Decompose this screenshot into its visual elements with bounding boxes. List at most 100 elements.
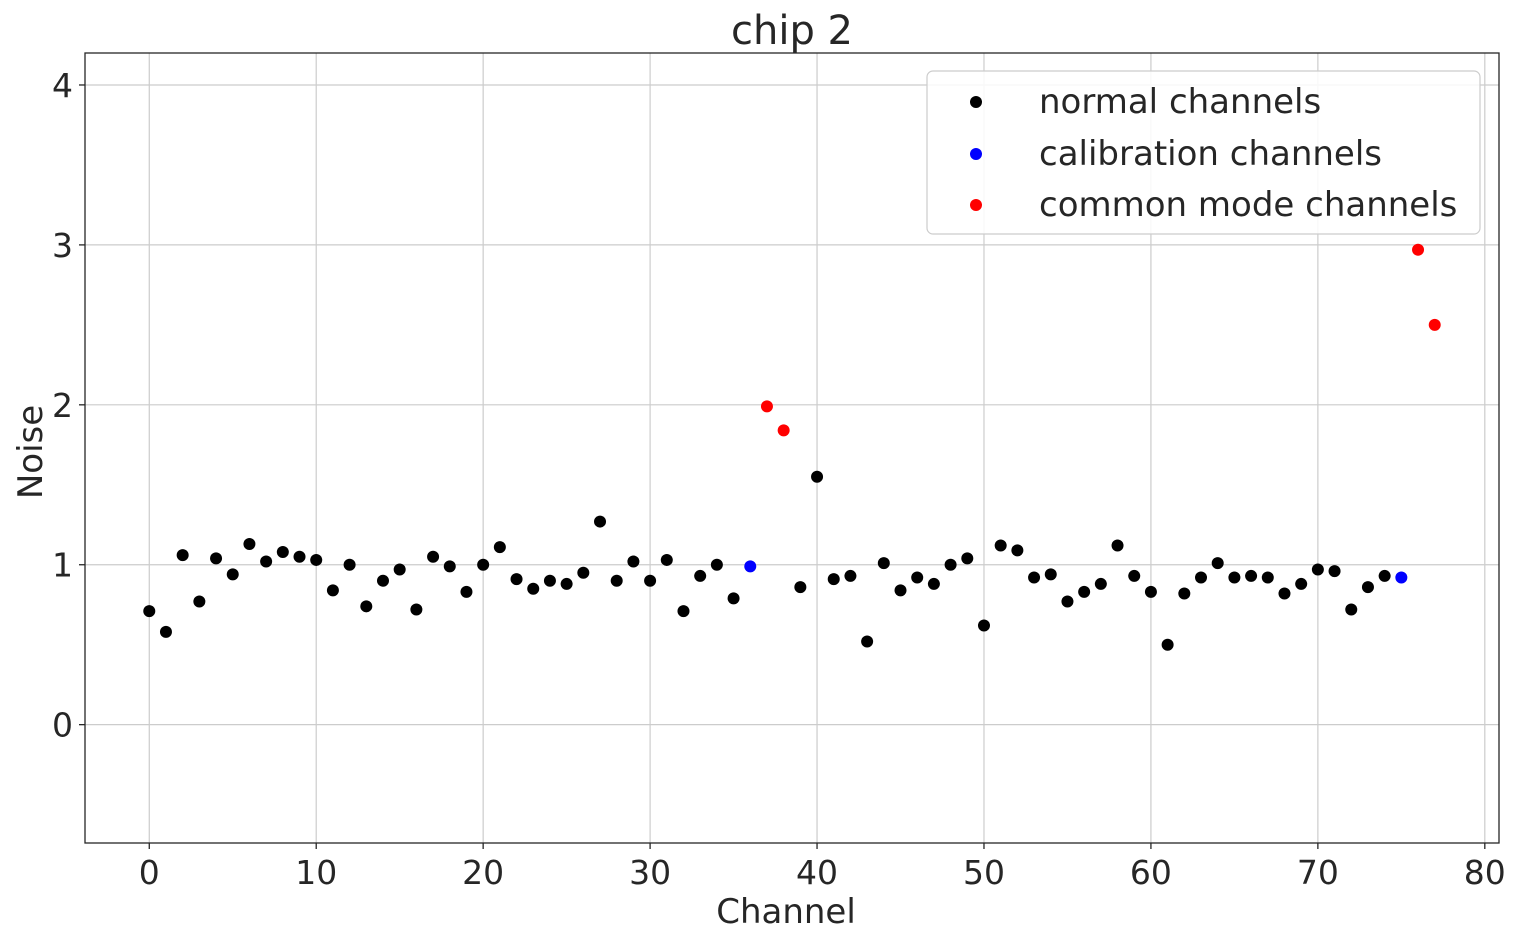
normal-channel-point [1011, 544, 1024, 557]
normal-channel-point [477, 558, 490, 571]
normal-channel-point [460, 585, 473, 598]
normal-channel-point [927, 577, 940, 590]
normal-channel-point [376, 574, 389, 587]
normal-channel-point [1328, 565, 1341, 578]
y-tick-label: 1 [52, 546, 73, 585]
normal-channel-point [560, 577, 573, 590]
normal-channel-point [694, 569, 707, 582]
x-tick-label: 60 [1130, 853, 1172, 892]
normal-channel-point [1211, 557, 1224, 570]
normal-channel-point [159, 625, 172, 638]
normal-channel-point [493, 541, 506, 554]
normal-channel-point [727, 592, 740, 605]
common-mode-channel-point [1412, 243, 1425, 256]
normal-channel-point [310, 553, 323, 566]
legend-box [926, 70, 1481, 235]
normal-channel-point [677, 605, 690, 618]
normal-channel-point [510, 573, 523, 586]
normal-channel-point [143, 605, 156, 618]
calibration-channel-point [744, 560, 757, 573]
normal-channel-point [827, 573, 840, 586]
y-tick-label: 3 [52, 226, 73, 265]
normal-channel-point [627, 555, 640, 568]
x-axis-label: Channel [716, 892, 856, 932]
normal-channel-point [1361, 581, 1374, 594]
y-tick-label: 0 [52, 706, 73, 745]
x-tick-label: 80 [1464, 853, 1506, 892]
x-tick-label: 0 [139, 853, 160, 892]
normal-channel-point [1195, 571, 1208, 584]
common-mode-channel-point [760, 400, 773, 413]
normal-channel-point [176, 549, 189, 562]
common-mode-channel-point [777, 424, 790, 437]
y-tick-label: 4 [52, 66, 73, 105]
normal-channel-point [1028, 571, 1041, 584]
normal-channel-point [1245, 569, 1258, 582]
normal-channel-point [1378, 569, 1391, 582]
normal-channel-point [610, 574, 623, 587]
normal-channel-point [577, 566, 590, 579]
normal-channel-point [226, 568, 239, 581]
normal-channel-point [644, 574, 657, 587]
normal-channel-point [894, 584, 907, 597]
normal-channel-point [1311, 563, 1324, 576]
normal-channel-point [1128, 569, 1141, 582]
x-tick-label: 50 [963, 853, 1005, 892]
calibration-channel-point [1395, 571, 1408, 584]
normal-channel-point [293, 550, 306, 563]
normal-channel-point [343, 558, 356, 571]
legend-label-calibration: calibration channels [1039, 134, 1382, 174]
normal-channel-point [276, 545, 289, 558]
normal-channel-point [944, 558, 957, 571]
normal-channel-point [360, 600, 373, 613]
normal-channel-point [427, 550, 440, 563]
common-mode-channel-point [1428, 318, 1441, 331]
plot-frame [84, 52, 1500, 844]
normal-channel-point [1295, 577, 1308, 590]
normal-channel-point [210, 552, 223, 565]
data-points [143, 243, 1441, 651]
legend: normal channels calibration channels com… [926, 70, 1481, 235]
normal-channel-point [393, 563, 406, 576]
normal-channel-point [1345, 603, 1358, 616]
legend-marker-common-mode [970, 199, 982, 211]
normal-channel-point [660, 553, 673, 566]
normal-channel-point [877, 557, 890, 570]
normal-channel-point [1111, 539, 1124, 552]
normal-channel-point [1228, 571, 1241, 584]
normal-channel-point [844, 569, 857, 582]
normal-channel-point [1061, 595, 1074, 608]
normal-channel-point [1078, 585, 1091, 598]
normal-channel-point [193, 595, 206, 608]
normal-channel-point [1178, 587, 1191, 600]
normal-channel-point [243, 537, 256, 550]
normal-channel-point [443, 560, 456, 573]
normal-channel-point [326, 584, 339, 597]
normal-channel-point [861, 635, 874, 648]
x-tick-label: 70 [1297, 853, 1339, 892]
x-tick-label: 20 [462, 853, 504, 892]
axis-ticks: 0 10 20 30 40 50 60 70 80 0 1 2 3 4 [52, 66, 1506, 892]
normal-channel-point [1278, 587, 1291, 600]
x-tick-label: 30 [629, 853, 671, 892]
normal-channel-point [543, 574, 556, 587]
normal-channel-point [911, 571, 924, 584]
normal-channel-point [410, 603, 423, 616]
legend-label-normal: normal channels [1039, 82, 1321, 122]
normal-channel-point [811, 470, 824, 483]
normal-channel-point [794, 581, 807, 594]
normal-channel-point [994, 539, 1007, 552]
normal-channel-point [594, 515, 607, 528]
normal-channel-point [1094, 577, 1107, 590]
normal-channel-point [977, 619, 990, 632]
x-tick-label: 40 [796, 853, 838, 892]
chart-title: chip 2 [731, 8, 853, 54]
normal-channel-point [260, 555, 273, 568]
legend-marker-calibration [970, 148, 982, 160]
normal-channel-point [1161, 638, 1174, 651]
legend-label-common-mode: common mode channels [1039, 185, 1457, 225]
normal-channel-point [527, 582, 540, 595]
normal-channel-point [961, 552, 974, 565]
normal-channel-point [710, 558, 723, 571]
